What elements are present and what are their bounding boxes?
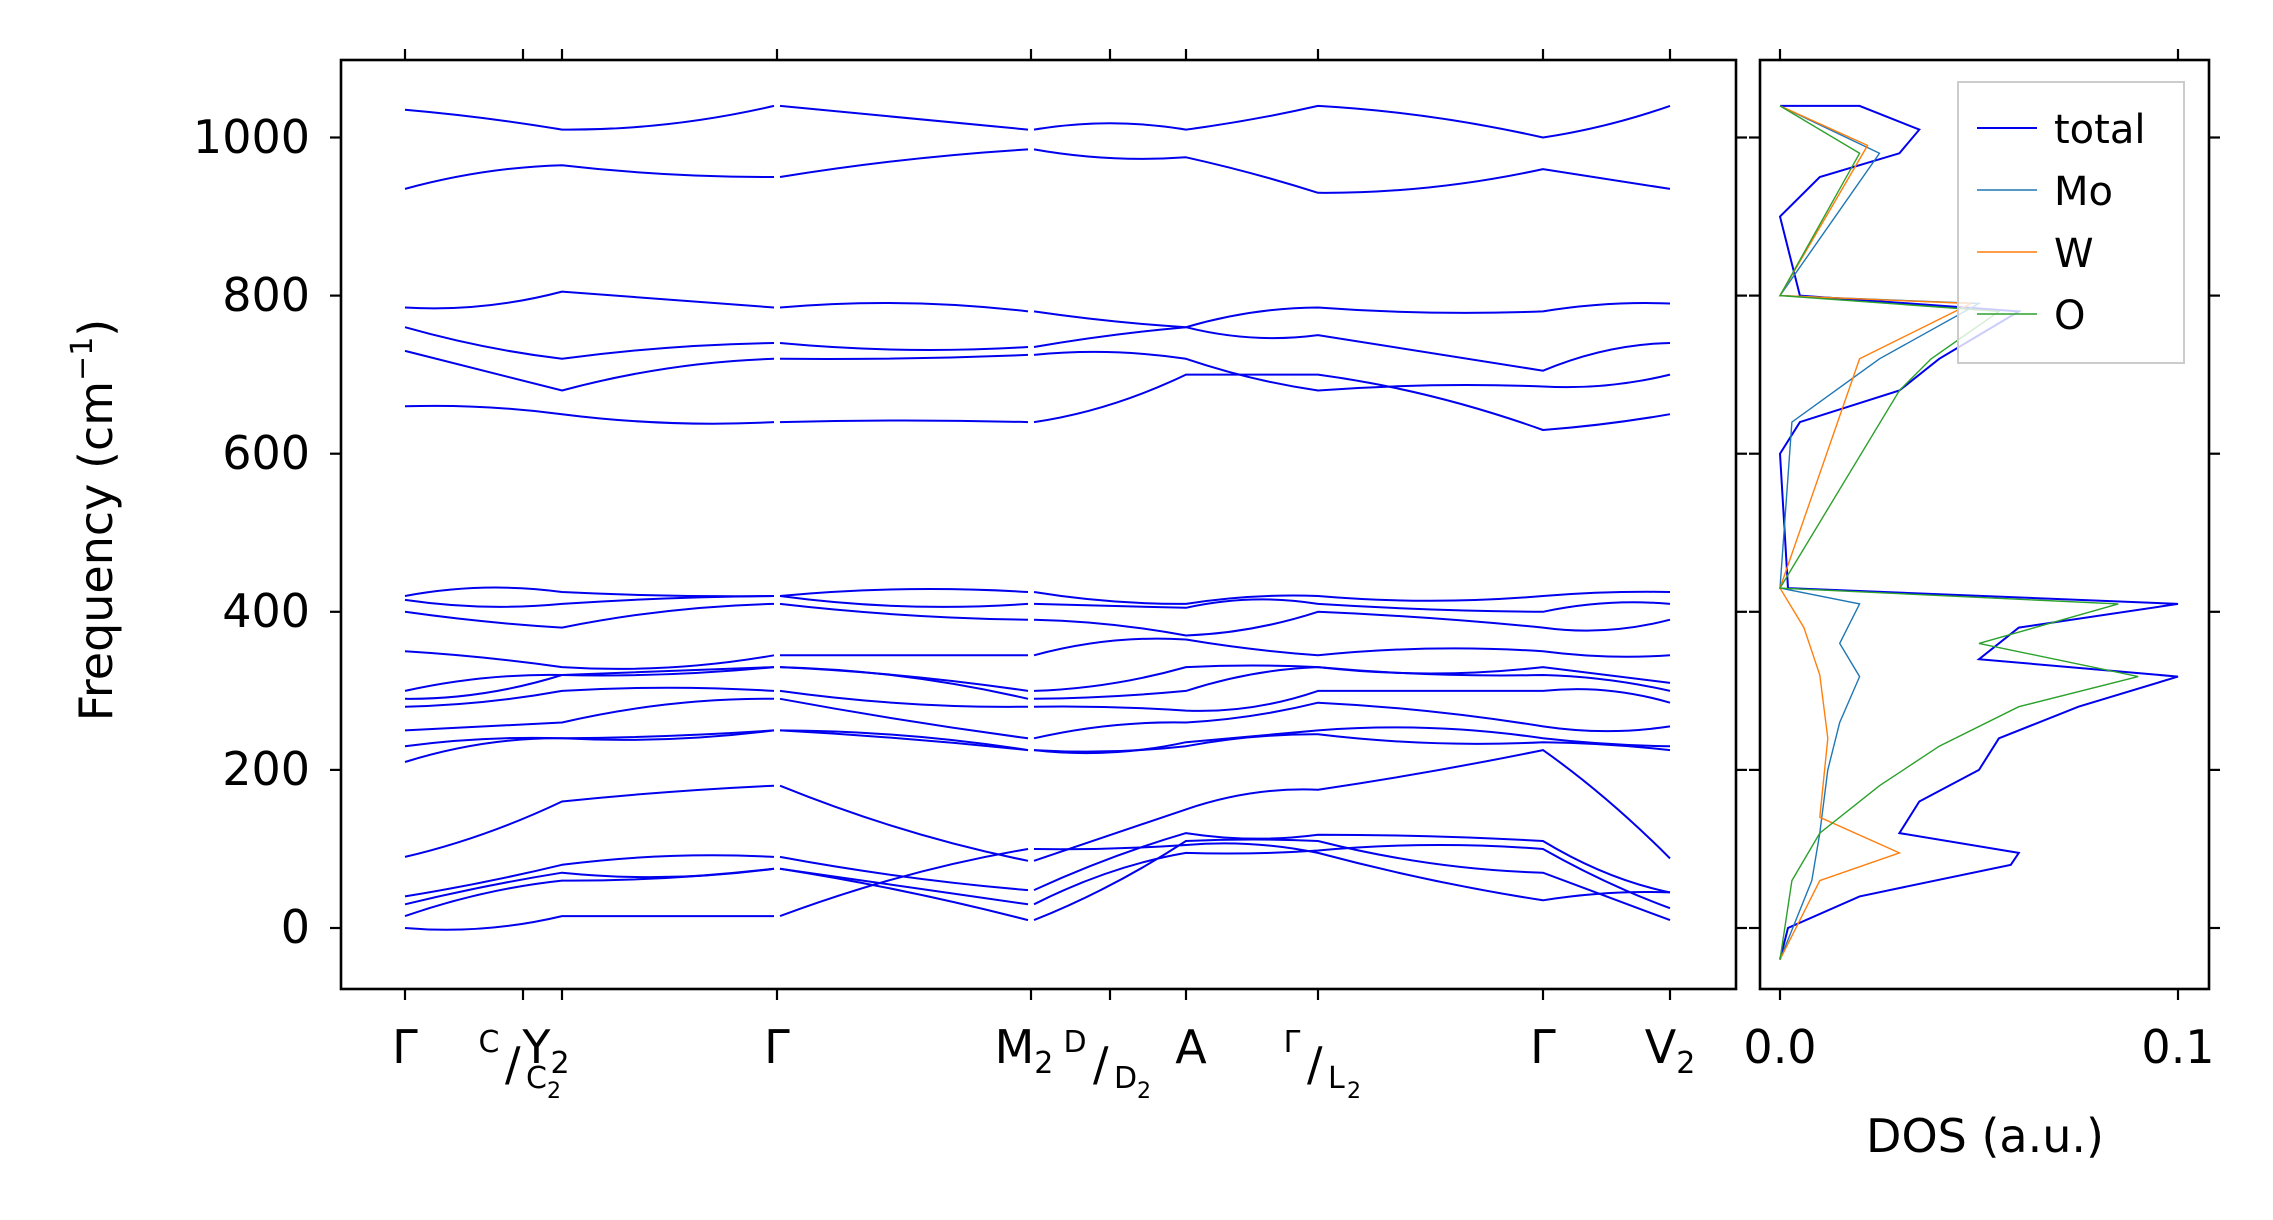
dos-plot-frame bbox=[1758, 58, 2211, 991]
y-axis-label: Frequency (cm−1) bbox=[65, 319, 123, 722]
phonon-band bbox=[404, 726, 1671, 755]
svg-text:L: L bbox=[1328, 1061, 1345, 1096]
legend-label-w: W bbox=[2054, 231, 2094, 277]
xtick-label-gamma-3: Γ bbox=[1530, 1020, 1556, 1074]
phonon-band bbox=[404, 832, 1671, 898]
xtick-label-c-c2: C / C 2 bbox=[479, 1025, 561, 1104]
band-structure-lines bbox=[404, 104, 1671, 931]
phonon-band bbox=[404, 290, 1671, 329]
xtick-label-gamma-l2: Γ / L 2 bbox=[1284, 1025, 1361, 1104]
axis-ticks bbox=[330, 49, 2220, 1000]
svg-text:2: 2 bbox=[1347, 1079, 1361, 1104]
xtick-label-y2: Y2 bbox=[521, 1020, 569, 1081]
ytick-label-0: 0 bbox=[281, 900, 310, 954]
ytick-label-600: 600 bbox=[222, 426, 310, 480]
phonon-band bbox=[404, 602, 1671, 637]
xtick-label-v2: V2 bbox=[1645, 1020, 1696, 1081]
phonon-band bbox=[404, 749, 1671, 862]
phonon-band bbox=[404, 686, 1671, 712]
band-plot-frame bbox=[339, 58, 1738, 991]
phonon-band bbox=[404, 842, 1671, 931]
svg-text:/: / bbox=[505, 1037, 521, 1091]
svg-text:/: / bbox=[1307, 1037, 1323, 1091]
xtick-label-a: A bbox=[1175, 1020, 1207, 1074]
ytick-label-800: 800 bbox=[222, 268, 310, 322]
xtick-label-gamma-1: Γ bbox=[392, 1020, 418, 1074]
svg-text:/: / bbox=[1093, 1037, 1109, 1091]
dos-curve-total bbox=[1778, 104, 2179, 960]
xtick-label-gamma-2: Γ bbox=[764, 1020, 790, 1074]
dos-x-axis-label: DOS (a.u.) bbox=[1866, 1109, 2104, 1163]
phonon-band bbox=[404, 104, 1671, 139]
phonon-band bbox=[404, 729, 1671, 763]
phonon-band bbox=[404, 373, 1671, 432]
dos-xtick-label-0: 0.0 bbox=[1743, 1020, 1816, 1074]
phonon-band bbox=[404, 326, 1671, 372]
ytick-label-200: 200 bbox=[222, 742, 310, 796]
phonon-band bbox=[404, 838, 1671, 922]
phonon-band bbox=[404, 148, 1671, 194]
svg-text:C: C bbox=[526, 1061, 547, 1096]
phonon-band bbox=[404, 349, 1671, 392]
dos-curve-o bbox=[1778, 105, 2139, 960]
phonon-band bbox=[404, 697, 1671, 740]
phonon-band bbox=[404, 586, 1671, 605]
legend-label-mo: Mo bbox=[2054, 169, 2113, 215]
svg-text:D: D bbox=[1114, 1061, 1137, 1096]
dos-legend: total Mo W O bbox=[1957, 81, 2185, 364]
ytick-label-1000: 1000 bbox=[193, 110, 310, 164]
svg-text:D: D bbox=[1063, 1025, 1086, 1060]
svg-text:2: 2 bbox=[1137, 1079, 1151, 1104]
svg-text:C: C bbox=[479, 1025, 500, 1060]
phonon-band bbox=[404, 664, 1671, 692]
xtick-label-m2: M2 bbox=[995, 1020, 1054, 1081]
legend-label-o: O bbox=[2054, 293, 2085, 339]
phonon-band bbox=[404, 844, 1671, 910]
dos-xtick-label-0.1: 0.1 bbox=[2141, 1020, 2214, 1074]
dos-lines bbox=[1778, 104, 2179, 960]
svg-text:2: 2 bbox=[547, 1079, 561, 1104]
xtick-label-d-d2: D / D 2 bbox=[1063, 1025, 1151, 1104]
svg-text:Γ: Γ bbox=[1284, 1025, 1301, 1060]
dos-curve-w bbox=[1778, 105, 1972, 960]
legend-label-total: total bbox=[2054, 107, 2145, 153]
ytick-label-400: 400 bbox=[222, 584, 310, 638]
dos-curve-mo bbox=[1778, 105, 1982, 960]
phonon-band bbox=[404, 637, 1671, 670]
phonon-band bbox=[404, 595, 1671, 613]
